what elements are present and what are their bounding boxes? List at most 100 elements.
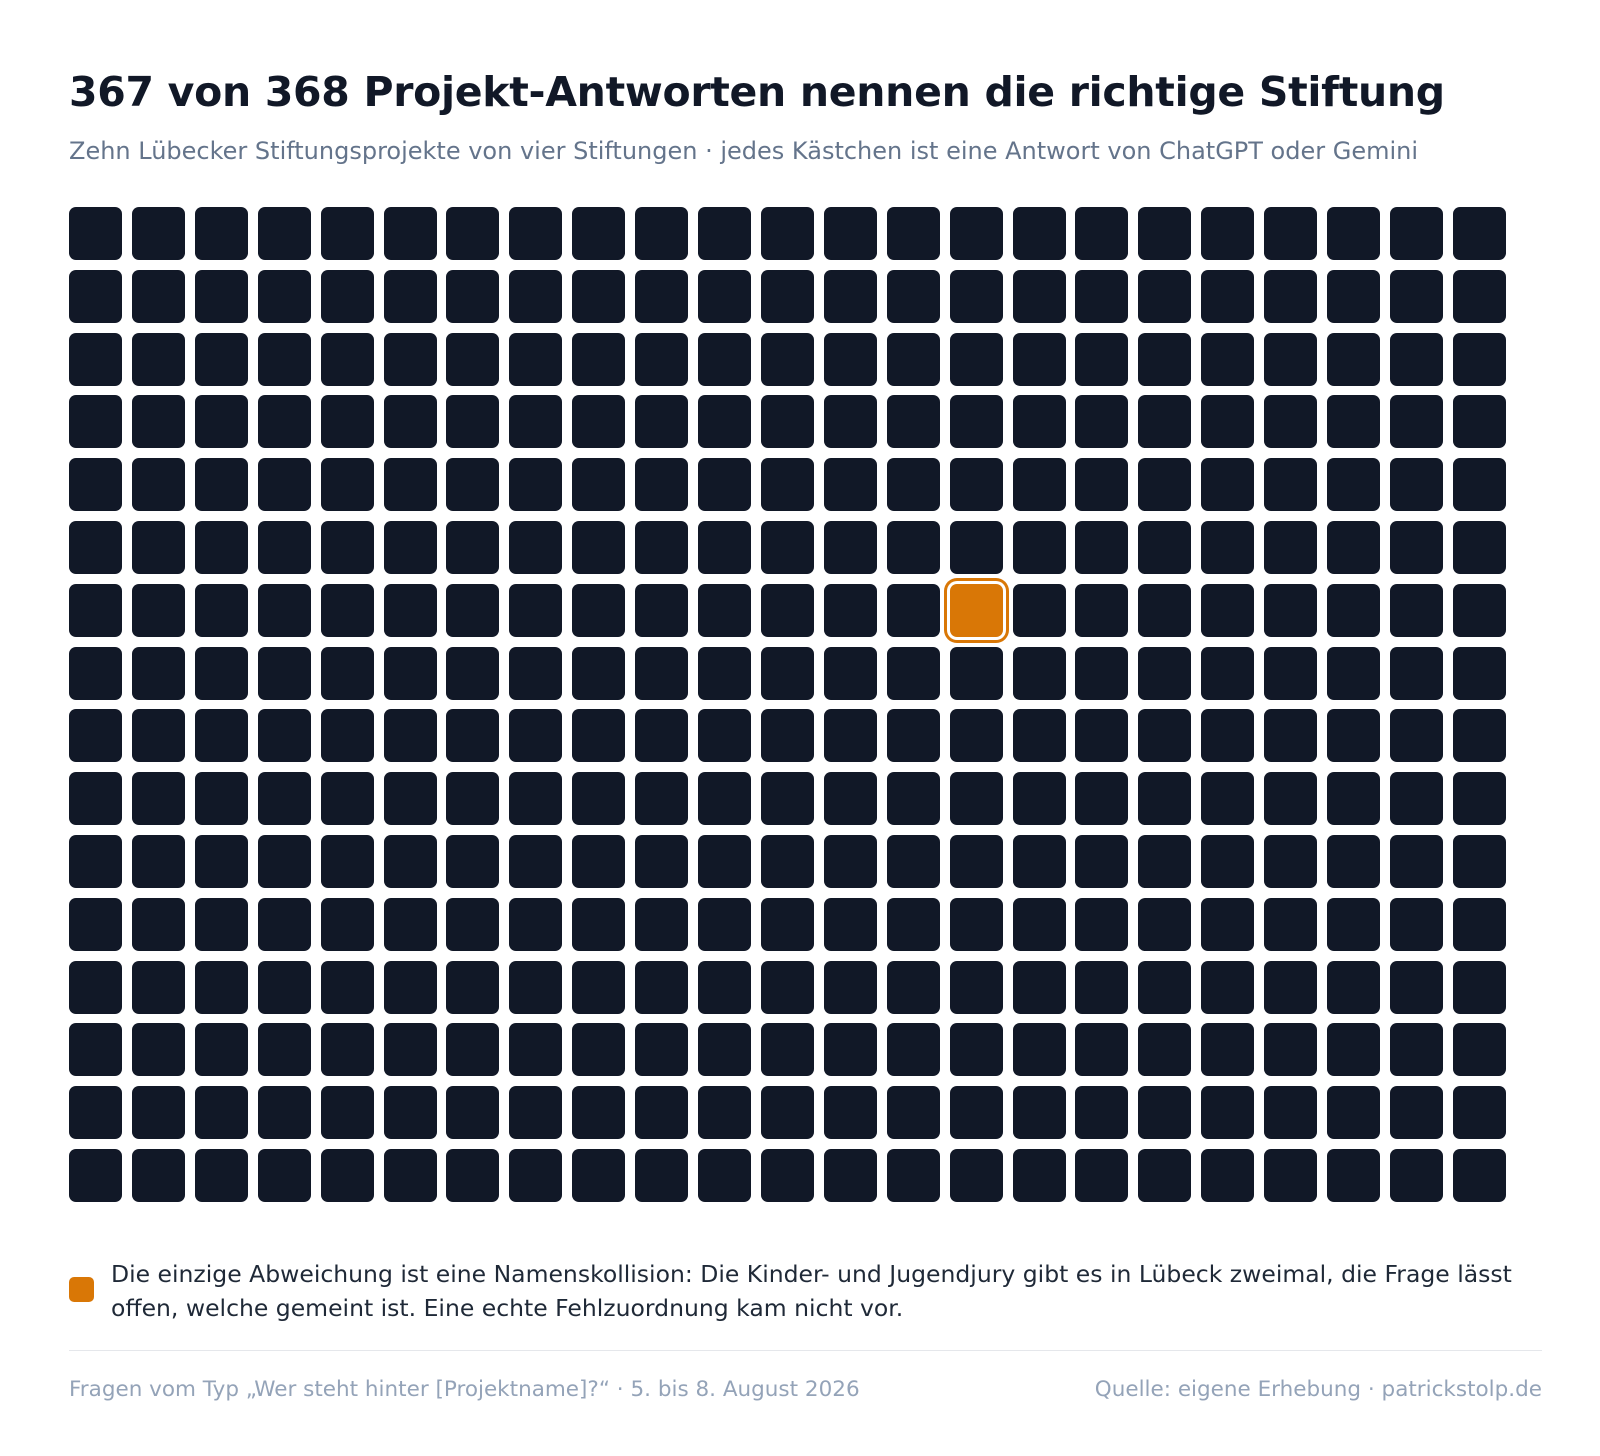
waffle-cell-correct xyxy=(446,395,500,449)
waffle-cell-correct xyxy=(131,269,185,323)
waffle-cell-correct xyxy=(446,772,500,826)
waffle-cell-correct xyxy=(1452,269,1506,323)
waffle-cell-correct xyxy=(194,269,248,323)
waffle-cell-correct xyxy=(1012,1023,1066,1077)
waffle-cell-correct xyxy=(1138,960,1192,1014)
waffle-cell-correct xyxy=(69,960,122,1014)
waffle-cell-correct xyxy=(383,332,437,386)
waffle-cell-correct xyxy=(823,1086,877,1140)
waffle-cell-correct xyxy=(1389,772,1443,826)
waffle-cell-correct xyxy=(257,583,311,637)
waffle-cell-correct xyxy=(69,835,122,888)
waffle-cell-correct xyxy=(69,646,122,700)
waffle-cell-correct xyxy=(131,835,185,888)
waffle-cell-correct xyxy=(1264,1023,1318,1077)
waffle-cell-correct xyxy=(698,960,751,1014)
waffle-cell-correct xyxy=(509,1086,563,1140)
waffle-cell-correct xyxy=(1452,772,1506,826)
waffle-cell-correct xyxy=(1138,1149,1192,1202)
waffle-cell-correct xyxy=(1452,1086,1506,1140)
waffle-cell-correct xyxy=(698,395,751,449)
waffle-cell-correct xyxy=(1264,709,1318,763)
waffle-cell-correct xyxy=(1138,269,1192,323)
waffle-cell-correct xyxy=(1138,1023,1192,1077)
waffle-cell-correct xyxy=(1012,1149,1066,1202)
waffle-cell-correct xyxy=(383,521,437,574)
waffle-cell-correct xyxy=(1452,521,1506,574)
waffle-cell-correct xyxy=(1389,646,1443,700)
waffle-cell-correct xyxy=(1075,583,1129,637)
waffle-cell-correct xyxy=(823,646,877,700)
waffle-cell-correct xyxy=(949,1086,1003,1140)
waffle-cell-correct xyxy=(194,1023,248,1077)
waffle-cell-correct xyxy=(69,1086,122,1140)
waffle-cell-correct xyxy=(1201,646,1255,700)
waffle-cell-correct xyxy=(635,395,689,449)
waffle-cell-correct xyxy=(1201,960,1255,1014)
waffle-cell-correct xyxy=(635,332,689,386)
waffle-cell-correct xyxy=(823,897,877,951)
waffle-cell-correct xyxy=(1264,521,1318,574)
waffle-cell-correct xyxy=(69,521,122,574)
waffle-cell-correct xyxy=(635,709,689,763)
waffle-cell-correct xyxy=(69,1149,122,1202)
waffle-cell-correct xyxy=(1075,207,1129,260)
waffle-cell-correct xyxy=(949,835,1003,888)
footer-source: Quelle: eigene Erhebung · patrickstolp.d… xyxy=(1094,1377,1542,1402)
waffle-cell-correct xyxy=(446,207,500,260)
waffle-cell-correct xyxy=(509,960,563,1014)
waffle-cell-correct xyxy=(1012,269,1066,323)
waffle-cell-correct xyxy=(69,332,122,386)
waffle-cell-correct xyxy=(1389,709,1443,763)
waffle-cell-correct xyxy=(194,772,248,826)
waffle-cell-correct xyxy=(1012,332,1066,386)
waffle-cell-correct xyxy=(509,269,563,323)
waffle-cell-correct xyxy=(760,458,814,512)
waffle-cell-correct xyxy=(1264,207,1318,260)
waffle-cell-correct xyxy=(760,1023,814,1077)
waffle-cell-correct xyxy=(949,332,1003,386)
waffle-cell-correct xyxy=(1389,207,1443,260)
waffle-cell-correct xyxy=(1327,332,1380,386)
waffle-cell-correct xyxy=(131,395,185,449)
waffle-cell-correct xyxy=(698,835,751,888)
waffle-cell-correct xyxy=(823,521,877,574)
annotation-note: Die einzige Abweichung ist eine Namensko… xyxy=(69,1257,1542,1325)
waffle-cell-correct xyxy=(572,458,626,512)
waffle-cell-correct xyxy=(760,521,814,574)
waffle-cell-correct xyxy=(886,207,940,260)
waffle-cell-correct xyxy=(1138,1086,1192,1140)
waffle-cell-correct xyxy=(509,835,563,888)
waffle-cell-correct xyxy=(698,1149,751,1202)
waffle-cell-correct xyxy=(572,709,626,763)
waffle-cell-correct xyxy=(886,897,940,951)
annotation-text: Die einzige Abweichung ist eine Namensko… xyxy=(111,1260,1512,1322)
waffle-cell-correct xyxy=(194,458,248,512)
waffle-cell-correct xyxy=(69,395,122,449)
waffle-cell-correct xyxy=(1012,897,1066,951)
waffle-cell-correct xyxy=(760,1086,814,1140)
waffle-cell-correct xyxy=(1327,395,1380,449)
waffle-cell-correct xyxy=(1201,835,1255,888)
waffle-cell-correct xyxy=(1075,646,1129,700)
waffle-cell-correct xyxy=(635,458,689,512)
waffle-cell-correct xyxy=(194,521,248,574)
waffle-cell-correct xyxy=(1138,458,1192,512)
waffle-cell-correct xyxy=(383,583,437,637)
waffle-cell-correct xyxy=(886,521,940,574)
waffle-cell-correct xyxy=(572,772,626,826)
waffle-cell-correct xyxy=(446,269,500,323)
waffle-cell-correct xyxy=(320,709,374,763)
waffle-cell-correct xyxy=(1327,207,1380,260)
waffle-cell-correct xyxy=(1012,1086,1066,1140)
waffle-cell-correct xyxy=(1389,835,1443,888)
waffle-cell-correct xyxy=(823,960,877,1014)
waffle-cell-correct xyxy=(131,646,185,700)
waffle-cell-correct xyxy=(698,772,751,826)
waffle-cell-correct xyxy=(69,772,122,826)
waffle-cell-correct xyxy=(446,835,500,888)
waffle-cell-correct xyxy=(509,772,563,826)
waffle-cell-correct xyxy=(635,897,689,951)
waffle-cell-correct xyxy=(886,772,940,826)
waffle-cell-correct xyxy=(760,709,814,763)
